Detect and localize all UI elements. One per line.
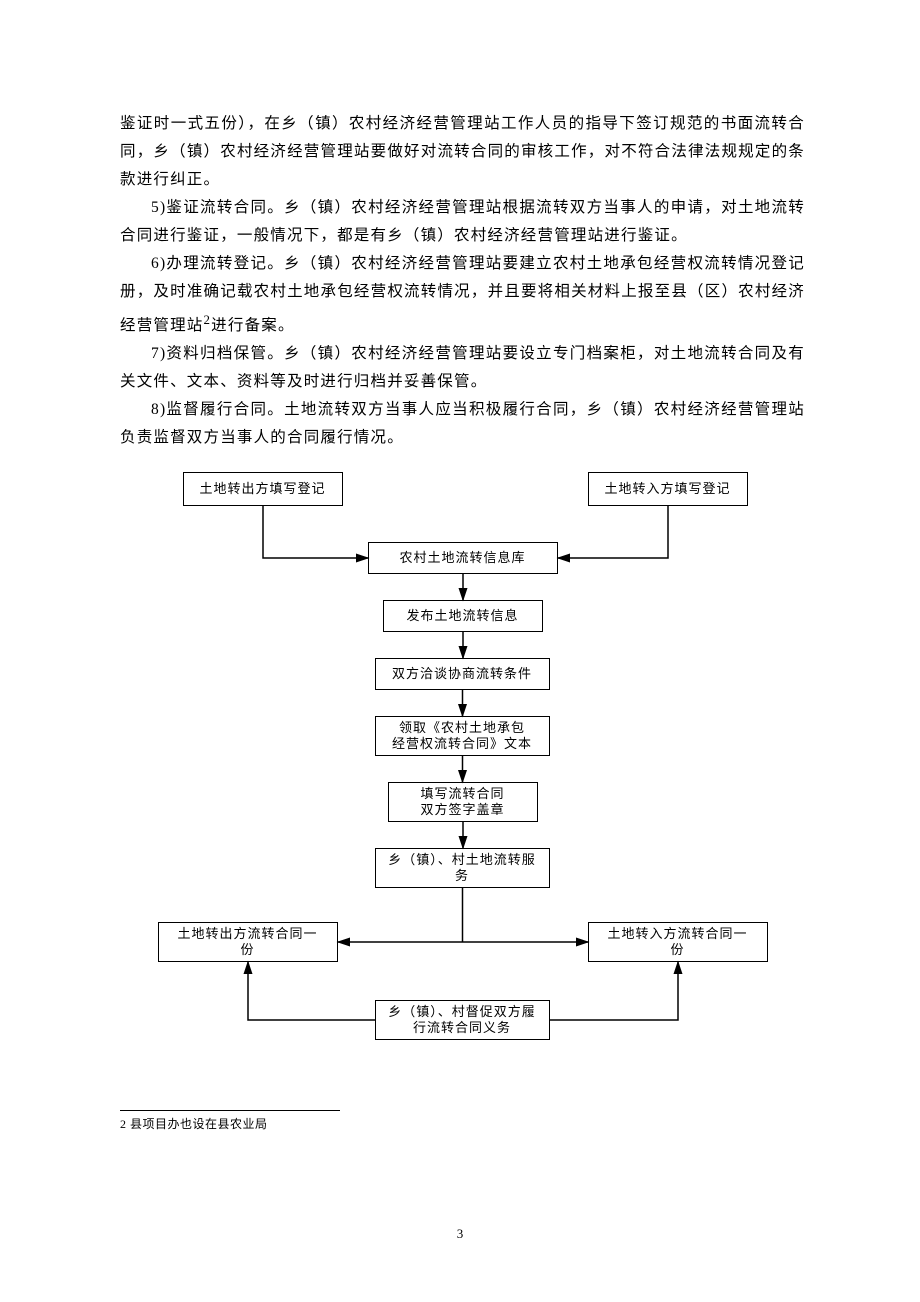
flowchart: 土地转出方填写登记 土地转入方填写登记农村土地流转信息库发布土地流转信息双方洽谈协… <box>123 472 803 1082</box>
body-text-block: 鉴证时一式五份），在乡（镇）农村经济经营管理站工作人员的指导下签订规范的书面流转… <box>120 110 805 452</box>
flowchart-node-n_out_copy: 土地转出方流转合同一份 <box>158 922 338 962</box>
paragraph-1: 鉴证时一式五份），在乡（镇）农村经济经营管理站工作人员的指导下签订规范的书面流转… <box>120 110 805 194</box>
flowchart-node-n_in_reg: 土地转入方填写登记 <box>588 472 748 506</box>
flowchart-node-n_in_copy: 土地转入方流转合同一份 <box>588 922 768 962</box>
flowchart-node-n_negotiate: 双方洽谈协商流转条件 <box>375 658 550 690</box>
flowchart-node-n_db: 农村土地流转信息库 <box>368 542 558 574</box>
footnote-separator <box>120 1110 340 1111</box>
paragraph-2: 5)鉴证流转合同。乡（镇）农村经济经营管理站根据流转双方当事人的申请，对土地流转… <box>120 194 805 250</box>
paragraph-3-tail: 进行备案。 <box>211 317 295 334</box>
page-number: 3 <box>0 1226 920 1242</box>
paragraph-4: 7)资料归档保管。乡（镇）农村经济经营管理站要设立专门档案柜，对土地流转合同及有… <box>120 340 805 396</box>
flowchart-node-n_service: 乡（镇）、村土地流转服务 <box>375 848 550 888</box>
flowchart-node-n_supervise: 乡（镇）、村督促双方履行流转合同义务 <box>375 1000 550 1040</box>
paragraph-3: 6)办理流转登记。乡（镇）农村经济经营管理站要建立农村土地承包经营权流转情况登记… <box>120 250 805 340</box>
flowchart-node-n_publish: 发布土地流转信息 <box>383 600 543 632</box>
footnote-text: 2 县项目办也设在县农业局 <box>120 1115 805 1132</box>
paragraph-5: 8)监督履行合同。土地流转双方当事人应当积极履行合同，乡（镇）农村经济经营管理站… <box>120 396 805 452</box>
flowchart-node-n_out_reg: 土地转出方填写登记 <box>183 472 343 506</box>
flowchart-node-n_fill: 填写流转合同双方签字盖章 <box>388 782 538 822</box>
flowchart-node-n_getform: 领取《农村土地承包经营权流转合同》文本 <box>375 716 550 756</box>
